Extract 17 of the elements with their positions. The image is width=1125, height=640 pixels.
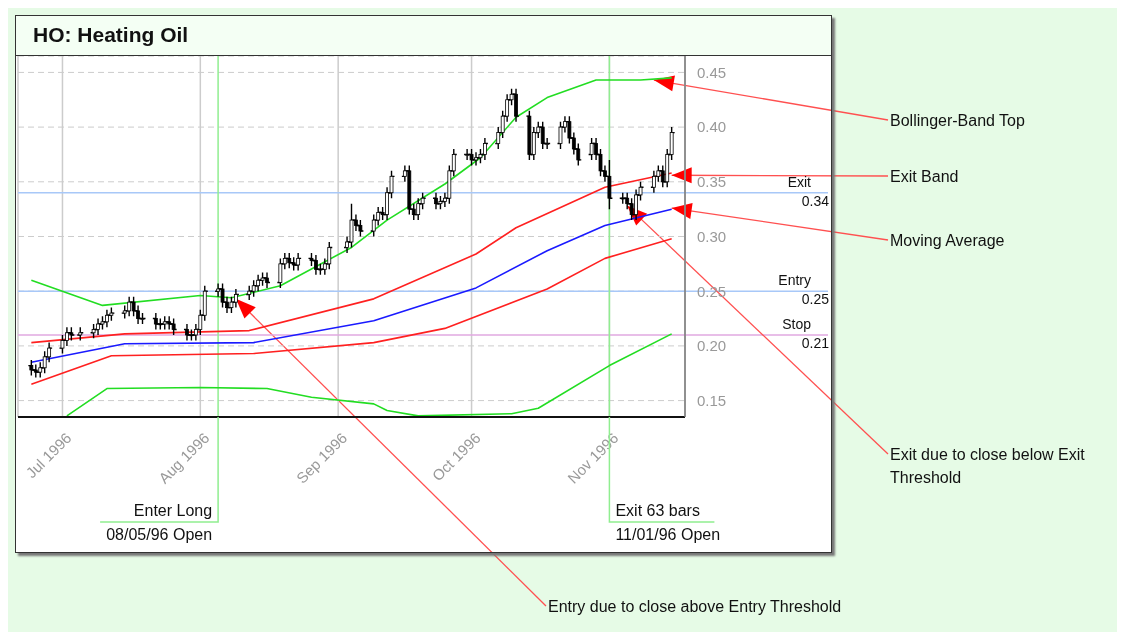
annotation: Moving Average	[890, 231, 1006, 251]
y-tick-label: 0.45	[697, 63, 727, 81]
ref-line-label: Stop 0.21	[782, 315, 830, 351]
annotation: Entry due to close above Entry Threshold	[548, 597, 843, 617]
ref-line-label: Exit 0.34	[787, 173, 830, 209]
chart-title: HO: Heating Oil	[16, 16, 831, 56]
y-tick-label: 0.40	[697, 118, 727, 136]
y-tick-label: 0.20	[697, 337, 727, 355]
y-tick-label: 0.15	[697, 391, 727, 409]
annotation: Exit due to close below Exit Threshold	[890, 445, 1086, 488]
y-tick-label: 0.30	[697, 227, 727, 245]
ref-line-label: Exit 63 bars 11/01/96 Open	[615, 502, 721, 543]
ref-line-label: Enter Long 08/05/96 Open	[106, 502, 213, 543]
ref-line-label: Entry 0.25	[778, 272, 830, 308]
y-tick-label: 0.35	[697, 173, 727, 191]
annotation: Exit Band	[890, 167, 960, 187]
annotation: Bollinger-Band Top	[890, 111, 1026, 131]
